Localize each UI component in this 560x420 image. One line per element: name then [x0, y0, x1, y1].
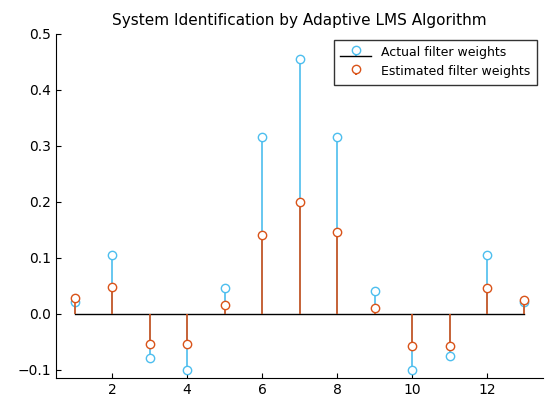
Title: System Identification by Adaptive LMS Algorithm: System Identification by Adaptive LMS Al…	[113, 13, 487, 28]
Legend: Actual filter weights, Estimated filter weights: Actual filter weights, Estimated filter …	[334, 40, 537, 84]
